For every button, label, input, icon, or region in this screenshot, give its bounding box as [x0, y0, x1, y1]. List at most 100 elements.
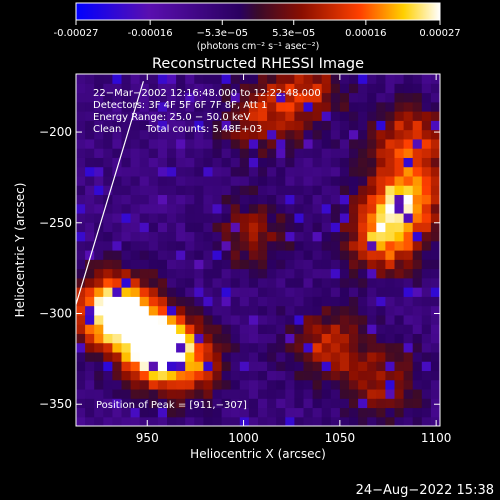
- heatmap-cell: [185, 212, 195, 223]
- heatmap-cell: [394, 351, 405, 362]
- heatmap-cell: [212, 120, 223, 131]
- heatmap-cell: [212, 175, 223, 186]
- heatmap-cell: [176, 287, 186, 297]
- heatmap-cell: [267, 398, 277, 409]
- heatmap-cell: [385, 388, 396, 399]
- heatmap-cell: [358, 314, 368, 325]
- heatmap-cell: [112, 407, 123, 418]
- heatmap-cell: [339, 175, 350, 186]
- heatmap-cell: [294, 175, 305, 186]
- heatmap-cell: [403, 157, 414, 168]
- heatmap-cell: [203, 305, 214, 316]
- heatmap-cell: [212, 314, 223, 325]
- heatmap-cell: [385, 175, 396, 186]
- heatmap-cell: [76, 120, 86, 131]
- heatmap-cell: [294, 185, 305, 196]
- annotation-clean: Clean: [93, 124, 121, 135]
- heatmap-cell: [230, 129, 241, 140]
- heatmap-cell: [285, 370, 295, 381]
- heatmap-cell: [103, 157, 113, 168]
- heatmap-cell: [94, 203, 104, 214]
- heatmap-cell: [148, 296, 159, 307]
- heatmap-cell: [349, 314, 359, 325]
- annotation-peak: Position of Peak = [911,−307]: [96, 400, 247, 411]
- heatmap-cell: [248, 342, 259, 353]
- heatmap-cell: [230, 287, 241, 297]
- heatmap-cell: [230, 148, 241, 158]
- heatmap-cell: [367, 101, 377, 112]
- limb-line: [76, 81, 144, 305]
- heatmap-cell: [221, 129, 232, 140]
- heatmap-cell: [339, 361, 350, 372]
- heatmap-cell: [121, 166, 132, 177]
- heatmap-cell: [412, 324, 423, 334]
- heatmap-cell: [376, 92, 386, 103]
- heatmap-cell: [349, 407, 359, 418]
- heatmap-cell: [421, 83, 432, 94]
- heatmap-cell: [139, 250, 150, 260]
- heatmap-cell: [121, 92, 132, 103]
- heatmap-cell: [167, 138, 177, 149]
- heatmap-cell: [76, 138, 86, 149]
- heatmap-cell: [276, 370, 286, 381]
- heatmap-cell: [267, 342, 277, 353]
- heatmap-cell: [139, 74, 150, 84]
- heatmap-cell: [403, 361, 414, 372]
- heatmap-cell: [139, 351, 150, 362]
- heatmap-cell: [267, 74, 277, 84]
- heatmap-cell: [349, 157, 359, 168]
- heatmap-cell: [185, 101, 195, 112]
- heatmap-cell: [103, 305, 113, 316]
- heatmap-cell: [330, 111, 341, 121]
- heatmap-cell: [212, 416, 223, 426]
- heatmap-cell: [294, 92, 305, 103]
- heatmap-cell: [394, 296, 405, 307]
- heatmap-cell: [221, 388, 232, 399]
- heatmap-cell: [412, 240, 423, 251]
- heatmap-cell: [157, 129, 168, 140]
- heatmap-cell: [385, 203, 396, 214]
- heatmap-cell: [148, 138, 159, 149]
- heatmap-cell: [330, 250, 341, 260]
- heatmap-cell: [303, 129, 314, 140]
- heatmap-cell: [403, 74, 414, 84]
- heatmap-cell: [230, 166, 241, 177]
- heatmap-cell: [121, 240, 132, 251]
- heatmap-cell: [157, 185, 168, 196]
- heatmap-cell: [130, 333, 141, 344]
- heatmap-cell: [85, 175, 95, 186]
- heatmap-cell: [230, 259, 241, 270]
- heatmap-cell: [358, 148, 368, 158]
- heatmap-cell: [212, 361, 223, 372]
- heatmap-cell: [412, 287, 423, 297]
- heatmap-cell: [376, 416, 386, 426]
- heatmap-cell: [394, 268, 405, 279]
- heatmap-cell: [303, 83, 314, 94]
- heatmap-cell: [203, 222, 214, 233]
- heatmap-cell: [267, 111, 277, 121]
- heatmap-cell: [112, 74, 123, 84]
- heatmap-cell: [421, 148, 432, 158]
- heatmap-cell: [103, 259, 113, 270]
- heatmap-cell: [85, 407, 95, 418]
- heatmap-cell: [367, 407, 377, 418]
- heatmap-cell: [121, 203, 132, 214]
- heatmap-cell: [221, 185, 232, 196]
- heatmap-cell: [221, 287, 232, 297]
- heatmap-cell: [248, 277, 259, 288]
- heatmap-cell: [285, 148, 295, 158]
- heatmap-cell: [130, 185, 141, 196]
- heatmap-cell: [267, 250, 277, 260]
- heatmap-cell: [185, 259, 195, 270]
- heatmap-cell: [221, 398, 232, 409]
- heatmap-cell: [358, 388, 368, 399]
- heatmap-cell: [112, 194, 123, 205]
- heatmap-cell: [339, 138, 350, 149]
- heatmap-cell: [403, 296, 414, 307]
- heatmap-cell: [239, 342, 250, 353]
- heatmap-cell: [94, 157, 104, 168]
- heatmap-cell: [321, 231, 332, 242]
- heatmap-cell: [85, 166, 95, 177]
- heatmap-cell: [185, 314, 195, 325]
- heatmap-cell: [312, 129, 323, 140]
